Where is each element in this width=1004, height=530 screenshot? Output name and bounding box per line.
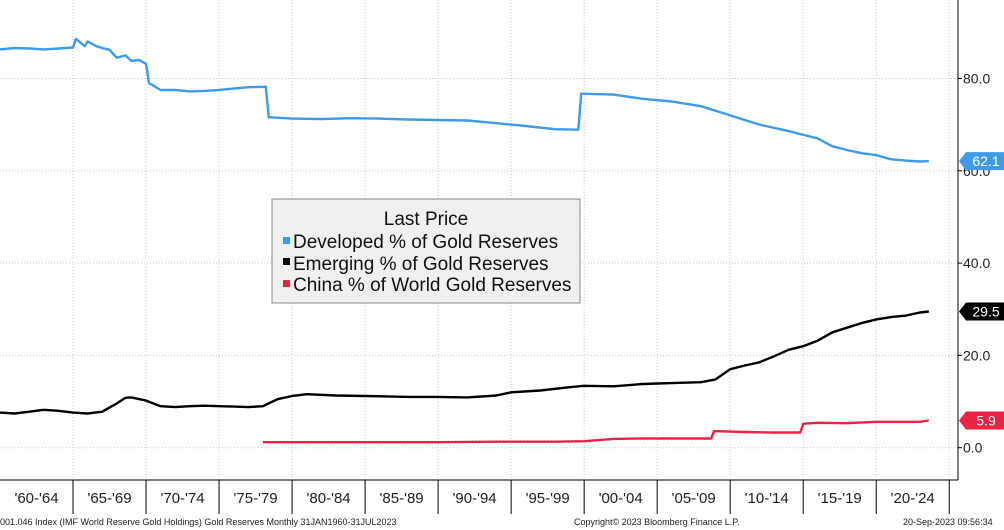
footer-timestamp: 20-Sep-2023 09:56:34 [903,517,993,527]
series-line-china [262,419,929,444]
last-value-tag-developed [959,152,1004,171]
legend-box [271,198,581,304]
last-value-label-emerging: 29.5 [972,304,999,320]
x-tick-label: '60-'64 [14,490,58,507]
legend-label-china: China % of World Gold Reserves [293,275,571,296]
series [0,37,929,444]
x-tick-label: '10-'14 [745,490,789,507]
x-tick-label: '70-'74 [160,490,204,507]
last-value-tag-emerging [959,302,1004,321]
x-ticks: '60-'64 '65-'69 '70-'74 '75-'79 '80-'84 '85-'… [14,480,950,514]
y-tick-label: 0.0 [963,440,983,456]
y-tick-label: 40.0 [963,255,990,271]
x-tick-label: '00-'04 [599,490,643,507]
x-tick-label: '80-'84 [307,490,351,507]
series-line-emerging [0,310,929,415]
series-line-developed [0,37,929,163]
y-tick-label: 80.0 [963,70,990,86]
x-tick-label: '15-'19 [818,490,862,507]
y-tick-label: 20.0 [963,347,990,363]
last-value-tags: 62.1 29.5 5.9 [959,152,1004,430]
legend-label-emerging: Emerging % of Gold Reserves [293,254,549,275]
x-tick-label: '05-'09 [672,490,716,507]
last-value-label-developed: 62.1 [972,153,999,169]
x-tick-label: '90-'94 [453,490,497,507]
x-tick-label: '95-'99 [526,490,570,507]
legend-label-developed: Developed % of Gold Reserves [293,232,558,253]
legend-swatch-emerging [283,258,290,265]
x-tick-label: '85-'89 [380,490,424,507]
y-ticks: 0.020.040.060.080.0 [958,70,990,456]
x-tick-label: '75-'79 [234,490,278,507]
footer-copyright: Copyright© 2023 Bloomberg Finance L.P. [574,517,740,527]
x-tick-label: '65-'69 [87,490,131,507]
footer-source: 001.046 Index (IMF World Reserve Gold Ho… [0,517,397,527]
axes [0,0,959,481]
last-value-label-china: 5.9 [976,412,996,428]
legend-swatch-china [283,280,290,287]
last-value-tag-china [959,411,1004,430]
legend-title: Last Price [384,209,468,230]
x-tick-label: '20-'24 [891,490,935,507]
legend: Last Price Developed % of Gold Reserves … [271,198,581,304]
legend-swatch-developed [283,237,290,244]
